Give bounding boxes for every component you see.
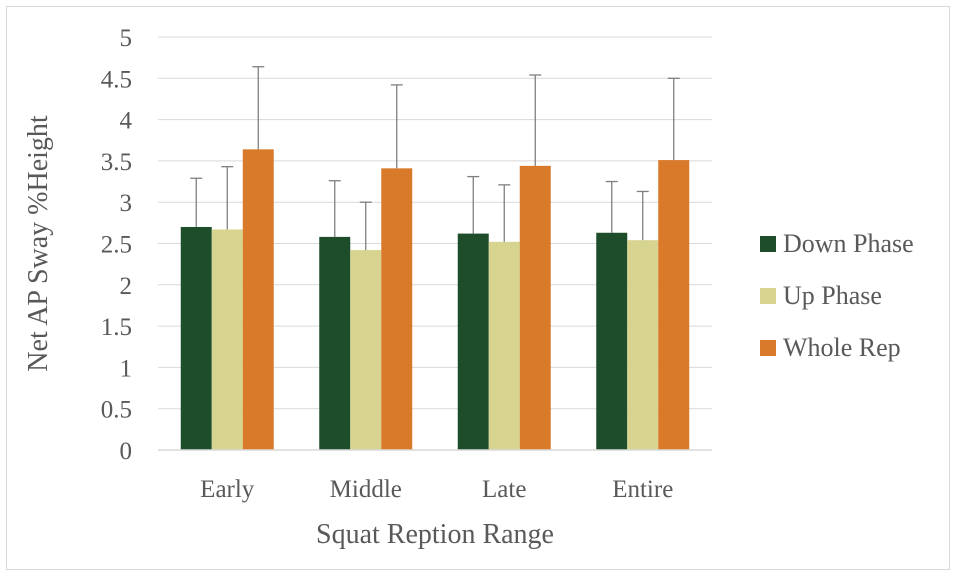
- bar-down-phase-early: [180, 226, 212, 450]
- x-axis-ticks: Early Middle Late Entire: [200, 476, 673, 503]
- legend-label: Whole Rep: [783, 333, 901, 362]
- bar-up-phase-late: [488, 241, 520, 450]
- y-tick-label: 3.5: [101, 149, 132, 176]
- bar-down-phase-entire: [596, 232, 628, 450]
- y-axis-title: Net AP Sway %Height: [23, 115, 54, 372]
- y-tick-label: 4.5: [101, 66, 132, 93]
- bar-up-phase-middle: [350, 250, 382, 450]
- x-tick-label: Early: [200, 476, 255, 503]
- bar-up-phase-early: [211, 229, 243, 450]
- legend-swatch: [760, 236, 776, 252]
- y-axis-ticks: 0 0.5 1 1.5 2 2.5 3 3.5 4 4.5 5: [101, 25, 133, 465]
- legend-swatch: [760, 340, 776, 356]
- x-axis-title: Squat Reption Range: [316, 519, 554, 550]
- bar-whole-rep-late: [519, 165, 551, 450]
- bar-down-phase-middle: [319, 236, 351, 450]
- bar-whole-rep-early: [242, 149, 274, 450]
- y-tick-label: 0.5: [101, 397, 132, 424]
- y-tick-label: 4: [120, 108, 133, 135]
- y-tick-label: 3: [120, 190, 133, 217]
- legend-swatch: [760, 288, 776, 304]
- error-bars: [190, 66, 680, 251]
- y-tick-label: 2.5: [101, 232, 132, 259]
- bar-up-phase-entire: [627, 240, 659, 450]
- x-tick-label: Late: [482, 476, 526, 503]
- bars: [180, 149, 690, 451]
- x-tick-label: Entire: [612, 476, 673, 503]
- y-tick-label: 1.5: [101, 314, 132, 341]
- legend-label: Down Phase: [783, 229, 914, 258]
- legend: Down Phase Up Phase Whole Rep: [760, 229, 914, 362]
- y-tick-label: 2: [120, 273, 133, 300]
- y-tick-label: 0: [120, 438, 133, 465]
- legend-label: Up Phase: [783, 281, 882, 310]
- x-tick-label: Middle: [330, 476, 402, 503]
- bar-whole-rep-middle: [381, 168, 413, 451]
- bar-whole-rep-entire: [658, 160, 690, 450]
- y-tick-label: 1: [120, 355, 133, 382]
- y-tick-label: 5: [120, 25, 133, 52]
- bar-down-phase-late: [457, 233, 489, 450]
